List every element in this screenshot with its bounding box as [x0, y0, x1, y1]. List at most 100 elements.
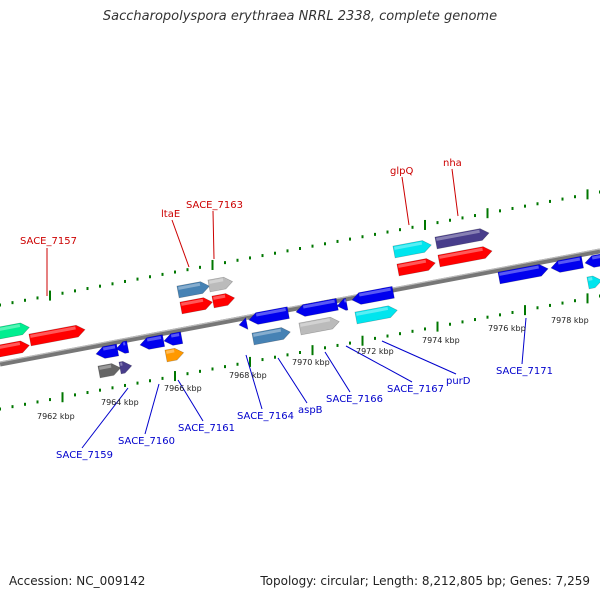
tick-label: 7974 kbp	[422, 336, 460, 345]
gene-arrow	[251, 327, 291, 346]
label-leader	[521, 317, 527, 365]
label-leader	[401, 176, 410, 226]
gene-arrow-body	[298, 316, 340, 336]
gene-arrow-shine	[398, 259, 427, 268]
gene-arrow	[497, 264, 549, 285]
label-leader	[381, 340, 457, 375]
map-title: Saccharopolyspora erythraea NRRL 2338, c…	[102, 9, 498, 24]
gene-arrow-body	[354, 305, 398, 325]
accession-text: Accession: NC_009142	[9, 574, 146, 588]
tick-label: 7976 kbp	[488, 324, 526, 333]
gene-arrow	[0, 322, 30, 341]
gene-arrow-body	[211, 293, 236, 309]
gene-arrow-body	[336, 297, 349, 311]
gene-arrow	[139, 334, 166, 350]
gene-arrow-shine	[102, 345, 116, 351]
gene-label: nha	[443, 158, 462, 169]
gene-arrow-body	[437, 246, 493, 268]
gene-label: SACE_7164	[237, 411, 294, 422]
label-leader	[324, 351, 351, 393]
label-leader	[81, 387, 129, 449]
gene-arrow-shine	[30, 326, 76, 338]
label-leader	[245, 354, 263, 410]
gene-arrow-body	[586, 275, 600, 290]
tick-label: 7962 kbp	[37, 412, 75, 421]
gene-arrow	[248, 306, 290, 325]
gene-arrow-shine	[343, 299, 347, 303]
gene-label: SACE_7163	[186, 200, 243, 211]
tick-label: 7964 kbp	[101, 398, 139, 407]
label-leader	[345, 345, 413, 383]
gene-arrow-body	[139, 334, 166, 350]
gene-arrow-body	[295, 297, 339, 317]
gene-arrow-body	[351, 285, 395, 305]
gene-arrow-shine	[213, 294, 226, 300]
gene-arrow	[550, 255, 584, 273]
gene-arrow-body	[0, 322, 30, 341]
gene-arrow-body	[28, 324, 86, 347]
gene-arrow	[95, 343, 120, 359]
gene-arrow-body	[0, 340, 30, 359]
label-leader	[451, 168, 459, 217]
gene-label: SACE_7161	[178, 423, 235, 434]
gene-arrow-shine	[146, 336, 162, 342]
gene-label: SACE_7157	[20, 236, 77, 247]
gene-arrow-shine	[300, 318, 331, 327]
gene-label: glpQ	[390, 166, 413, 177]
gene-arrow-body	[396, 258, 436, 277]
gene-arrow-body	[115, 340, 130, 354]
gene-arrow-shine	[358, 287, 391, 297]
gene-arrow-shine	[253, 328, 282, 337]
gene-arrow-body	[176, 281, 210, 299]
gene-arrow-shine	[0, 324, 21, 332]
genome-backbone	[0, 248, 600, 367]
gene-arrow-shine	[356, 306, 389, 316]
gene-arrow	[118, 361, 133, 375]
gene-arrow	[97, 363, 122, 379]
gene-arrow-body	[95, 343, 120, 359]
lower-tick-ring	[0, 293, 600, 411]
gene-arrow-body	[434, 228, 490, 250]
gene-label: SACE_7171	[496, 366, 553, 377]
gene-arrow	[437, 246, 493, 268]
gene-arrow-shine	[170, 333, 180, 338]
upper-tick-ring	[0, 189, 600, 307]
gene-label: purD	[446, 376, 471, 387]
gene-arrow-body	[550, 255, 584, 273]
gene-arrow-body	[248, 306, 290, 325]
gene-arrow	[207, 276, 234, 293]
gene-arrow	[179, 297, 213, 315]
gene-arrow-body	[497, 264, 549, 285]
gene-arrow-body	[163, 331, 184, 346]
gene-arrow	[392, 240, 432, 259]
tick-labels: 7962 kbp 7964 kbp 7966 kbp 7968 kbp 7970 kbp…	[37, 316, 589, 421]
tick-label: 7966 kbp	[164, 384, 202, 393]
gene-arrow-body	[97, 363, 122, 379]
gene-labels: SACE_7157 ltaE SACE_7163 glpQ nha SACE_7159 SA…	[20, 158, 553, 461]
gene-arrow-shine	[394, 241, 423, 250]
gene-arrow	[586, 275, 600, 290]
gene-arrow-body	[118, 361, 133, 375]
tick-label: 7970 kbp	[292, 358, 330, 367]
gene-arrow	[298, 316, 340, 336]
gene-arrow	[295, 297, 339, 317]
gene-features	[0, 228, 600, 379]
gene-arrow	[354, 305, 398, 325]
gene-arrow-shine	[557, 257, 581, 265]
label-leader	[277, 357, 308, 404]
gene-label: SACE_7166	[326, 394, 383, 405]
gene-arrow-shine	[0, 342, 21, 350]
gene-arrow	[211, 293, 236, 309]
tick-label: 7972 kbp	[356, 347, 394, 356]
gene-arrow-shine	[302, 299, 335, 309]
gene-arrow-shine	[209, 278, 224, 284]
gene-arrow-shine	[255, 308, 286, 317]
gene-arrow	[164, 347, 185, 363]
gene-arrow-shine	[178, 282, 201, 290]
gene-arrow	[0, 340, 30, 359]
gene-arrow-body	[164, 347, 185, 363]
label-leader	[212, 210, 215, 260]
gene-arrow-shine	[499, 265, 539, 276]
gene-arrow-shine	[122, 342, 126, 346]
